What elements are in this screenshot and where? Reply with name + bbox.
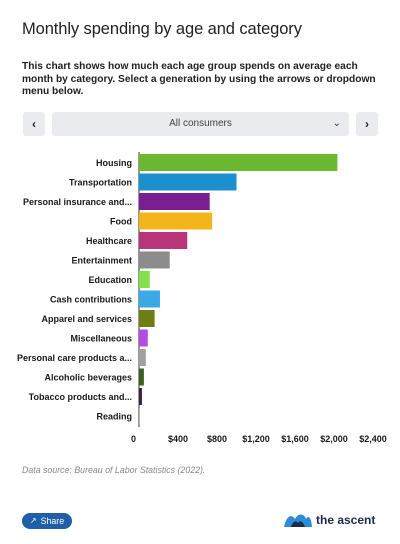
- bar[interactable]: [139, 349, 146, 366]
- bar[interactable]: [139, 173, 237, 191]
- bar[interactable]: [139, 251, 170, 269]
- bar[interactable]: [139, 368, 144, 386]
- bar[interactable]: [139, 271, 150, 288]
- bar[interactable]: [139, 388, 142, 405]
- x-tick-label: $2,400: [359, 434, 387, 444]
- bar[interactable]: [139, 310, 155, 327]
- bar[interactable]: [139, 193, 210, 210]
- bar[interactable]: [139, 212, 213, 230]
- data-source-note: Data source: Bureau of Labor Statistics …: [22, 465, 206, 475]
- category-label: Food: [110, 217, 132, 227]
- category-label: Healthcare: [86, 236, 132, 246]
- chart-description: This chart shows how much each age group…: [22, 61, 376, 97]
- bar[interactable]: [139, 154, 338, 171]
- category-label: Reading: [96, 412, 132, 422]
- share-button-label: Share: [40, 516, 65, 526]
- category-label: Entertainment: [71, 256, 132, 266]
- category-label: Alcoholic beverages: [44, 373, 132, 383]
- category-label: Miscellaneous: [70, 334, 132, 344]
- x-tick-label: $2,000: [320, 434, 348, 444]
- spending-bar-chart: Housing Transportation Personal insurance …: [17, 152, 387, 444]
- bar[interactable]: [139, 407, 140, 425]
- category-label: Tobacco products and...: [29, 392, 132, 402]
- category-label: Transportation: [69, 178, 132, 188]
- category-label: Apparel and services: [41, 314, 132, 324]
- share-icon: ↗: [29, 516, 37, 525]
- x-tick-label: $400: [168, 434, 188, 444]
- generation-dropdown[interactable]: All consumers ⌄: [52, 112, 349, 136]
- brand-logo: the ascent: [282, 509, 382, 533]
- generation-dropdown-value: All consumers: [169, 118, 232, 129]
- previous-generation-button[interactable]: ‹: [23, 112, 45, 136]
- category-label: Personal care products a...: [17, 353, 132, 363]
- category-label: Education: [88, 275, 132, 285]
- brand-name: the ascent: [316, 513, 376, 527]
- x-tick-label: $800: [207, 434, 227, 444]
- bar[interactable]: [139, 329, 148, 347]
- bar[interactable]: [139, 290, 160, 308]
- brand-mark-icon: [284, 514, 312, 527]
- x-tick-label: $1,200: [242, 434, 270, 444]
- next-generation-button[interactable]: ›: [356, 112, 378, 136]
- category-label: Cash contributions: [50, 295, 132, 305]
- x-tick-label: 0: [131, 434, 136, 444]
- bar[interactable]: [139, 232, 188, 249]
- x-tick-label: $1,600: [281, 434, 309, 444]
- share-button[interactable]: ↗ Share: [22, 513, 72, 529]
- chevron-down-icon: ⌄: [332, 118, 341, 129]
- category-label: Housing: [96, 158, 132, 168]
- category-label: Personal insurance and...: [23, 197, 132, 207]
- chart-title: Monthly spending by age and category: [22, 20, 302, 38]
